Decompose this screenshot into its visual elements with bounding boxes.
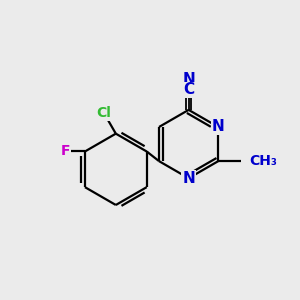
Text: CH₃: CH₃ [249,154,277,168]
Text: N: N [182,171,195,186]
Text: N: N [182,72,195,87]
Text: Cl: Cl [96,106,111,120]
Text: C: C [183,82,194,98]
Text: N: N [212,119,225,134]
Text: F: F [61,145,70,158]
